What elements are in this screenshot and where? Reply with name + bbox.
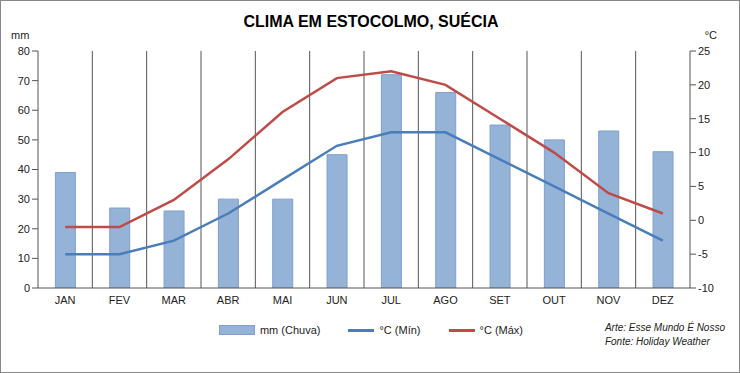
svg-text:SET: SET [489, 294, 511, 306]
svg-text:AGO: AGO [433, 294, 458, 306]
html-text:mm: mm [11, 29, 30, 41]
svg-text:60: 60 [18, 104, 30, 116]
html-text:Fonte: Holiday Weather: Fonte: Holiday Weather [604, 336, 710, 347]
svg-text:20: 20 [18, 223, 30, 235]
svg-text:JUL: JUL [381, 294, 401, 306]
svg-text:OUT: OUT [543, 294, 567, 306]
svg-text:25: 25 [698, 45, 710, 57]
svg-text:FEV: FEV [109, 294, 131, 306]
html-text:Arte: Esse Mundo É Nosso: Arte: Esse Mundo É Nosso [604, 322, 725, 333]
svg-text:DEZ: DEZ [652, 294, 674, 306]
svg-text:NOV: NOV [597, 294, 622, 306]
svg-text:JAN: JAN [55, 294, 76, 306]
svg-text:MAR: MAR [162, 294, 187, 306]
svg-text:5: 5 [698, 180, 704, 192]
html-text:°C: °C [704, 29, 717, 41]
html-text:CLIMA EM ESTOCOLMO, SUÉCIA: CLIMA EM ESTOCOLMO, SUÉCIA [243, 13, 499, 30]
svg-text:0: 0 [24, 282, 30, 294]
svg-text:50: 50 [18, 134, 30, 146]
svg-text:20: 20 [698, 79, 710, 91]
html-text:mm (Chuva): mm (Chuva) [260, 324, 321, 336]
html-text:°C (Mín): °C (Mín) [379, 324, 421, 336]
html-text:°C (Máx): °C (Máx) [479, 324, 523, 336]
svg-text:80: 80 [18, 45, 30, 57]
svg-text:10: 10 [18, 252, 30, 264]
svg-text:70: 70 [18, 75, 30, 87]
svg-text:30: 30 [18, 193, 30, 205]
svg-text:ABR: ABR [217, 294, 240, 306]
svg-text:40: 40 [18, 163, 30, 175]
svg-text:0: 0 [698, 214, 704, 226]
svg-text:10: 10 [698, 146, 710, 158]
svg-text:MAI: MAI [273, 294, 293, 306]
svg-text:-10: -10 [698, 282, 714, 294]
svg-text:15: 15 [698, 113, 710, 125]
svg-text:JUN: JUN [326, 294, 347, 306]
svg-text:-5: -5 [698, 248, 708, 260]
